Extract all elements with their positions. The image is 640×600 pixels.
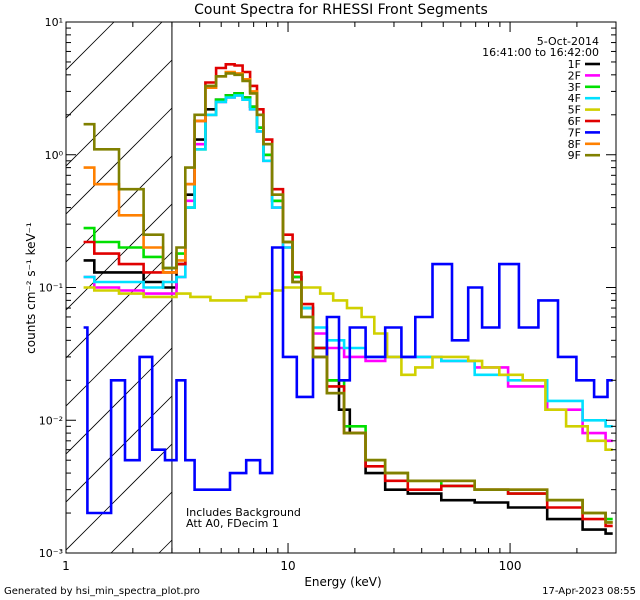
y-tick-label: 10⁻² xyxy=(39,414,63,427)
series-7F xyxy=(83,246,613,515)
legend-time-range: 16:41:00 to 16:42:00 xyxy=(482,46,599,59)
series-5F xyxy=(83,286,613,451)
legend-label-3F: 3F xyxy=(568,81,581,94)
y-axis-label: counts cm⁻² s⁻¹ keV⁻¹ xyxy=(24,222,38,354)
x-tick-label: 10 xyxy=(280,559,295,573)
hatch-line xyxy=(66,22,259,215)
legend-label-5F: 5F xyxy=(568,104,581,117)
annotation-background: Includes Background xyxy=(186,506,301,519)
legend-label-2F: 2F xyxy=(568,69,581,82)
hatch-line xyxy=(66,22,163,119)
x-axis-label: Energy (keV) xyxy=(304,575,381,589)
chart-title: Count Spectra for RHESSI Front Segments xyxy=(194,2,488,18)
x-tick-label: 1 xyxy=(62,559,70,573)
y-tick-label: 10⁰ xyxy=(45,149,64,162)
legend-date: 5-Oct-2014 xyxy=(537,35,599,48)
legend-label-7F: 7F xyxy=(568,126,581,139)
hatch-line xyxy=(66,22,211,167)
legend-label-6F: 6F xyxy=(568,115,581,128)
series-9F xyxy=(83,72,613,524)
legend-label-9F: 9F xyxy=(568,149,581,162)
legend-label-1F: 1F xyxy=(568,58,581,71)
annotation-attenuator: Att A0, FDecim 1 xyxy=(186,517,279,530)
legend-label-8F: 8F xyxy=(568,138,581,151)
y-tick-label: 10⁻³ xyxy=(39,547,63,560)
legend-label-4F: 4F xyxy=(568,92,581,105)
series-group xyxy=(83,63,613,535)
y-tick-label: 10⁻¹ xyxy=(39,282,63,295)
y-tick-label: 10¹ xyxy=(45,16,63,29)
footer-generated-by: Generated by hsi_min_spectra_plot.pro xyxy=(4,586,200,597)
axis-ticks: 1 10 100 10⁻³ 10⁻² 10⁻¹ 10⁰ 10¹ xyxy=(39,16,617,573)
x-tick-label: 100 xyxy=(499,559,522,573)
footer-timestamp: 17-Apr-2023 08:55 xyxy=(542,586,636,597)
